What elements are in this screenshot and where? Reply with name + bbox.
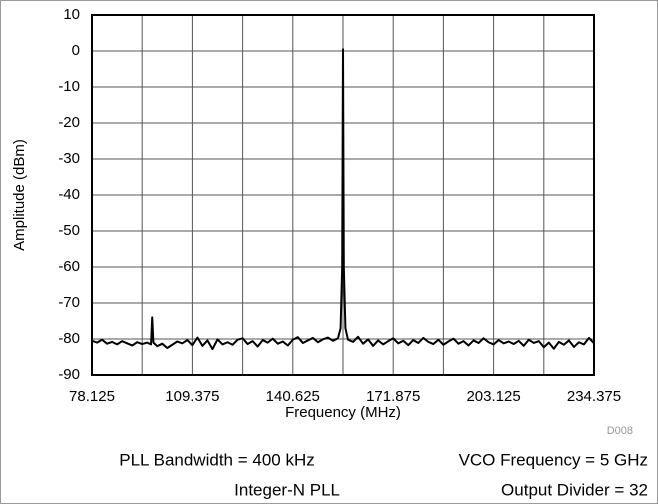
y-tick-label: -80 (58, 330, 80, 347)
y-tick-label: 10 (63, 6, 80, 23)
x-axis-label: Frequency (MHz) (285, 404, 401, 421)
x-tick-label: 203.125 (466, 388, 520, 405)
y-tick-label: -40 (58, 186, 80, 203)
figure-code: D008 (607, 425, 633, 437)
annotation: Integer-N PLL (234, 480, 340, 499)
y-tick-label: -70 (58, 294, 80, 311)
y-tick-label: -50 (58, 222, 80, 239)
y-tick-label: 0 (72, 42, 80, 59)
x-tick-label: 109.375 (165, 388, 219, 405)
y-tick-label: -60 (58, 258, 80, 275)
annotation: VCO Frequency = 5 GHz (459, 450, 648, 469)
y-tick-label: -30 (58, 150, 80, 167)
x-tick-label: 171.875 (366, 388, 420, 405)
y-tick-label: -90 (58, 366, 80, 383)
y-tick-label: -20 (58, 114, 80, 131)
x-tick-label: 140.625 (266, 388, 320, 405)
x-tick-label: 234.375 (567, 388, 621, 405)
spectrum-line (91, 48, 595, 351)
plot-border (91, 14, 595, 376)
y-axis-label: Amplitude (dBm) (11, 139, 28, 251)
y-tick-label: -10 (58, 78, 80, 95)
x-tick-label: 78.125 (69, 388, 115, 405)
annotation: PLL Bandwidth = 400 kHz (119, 450, 314, 469)
annotation: Output Divider = 32 (501, 480, 648, 499)
